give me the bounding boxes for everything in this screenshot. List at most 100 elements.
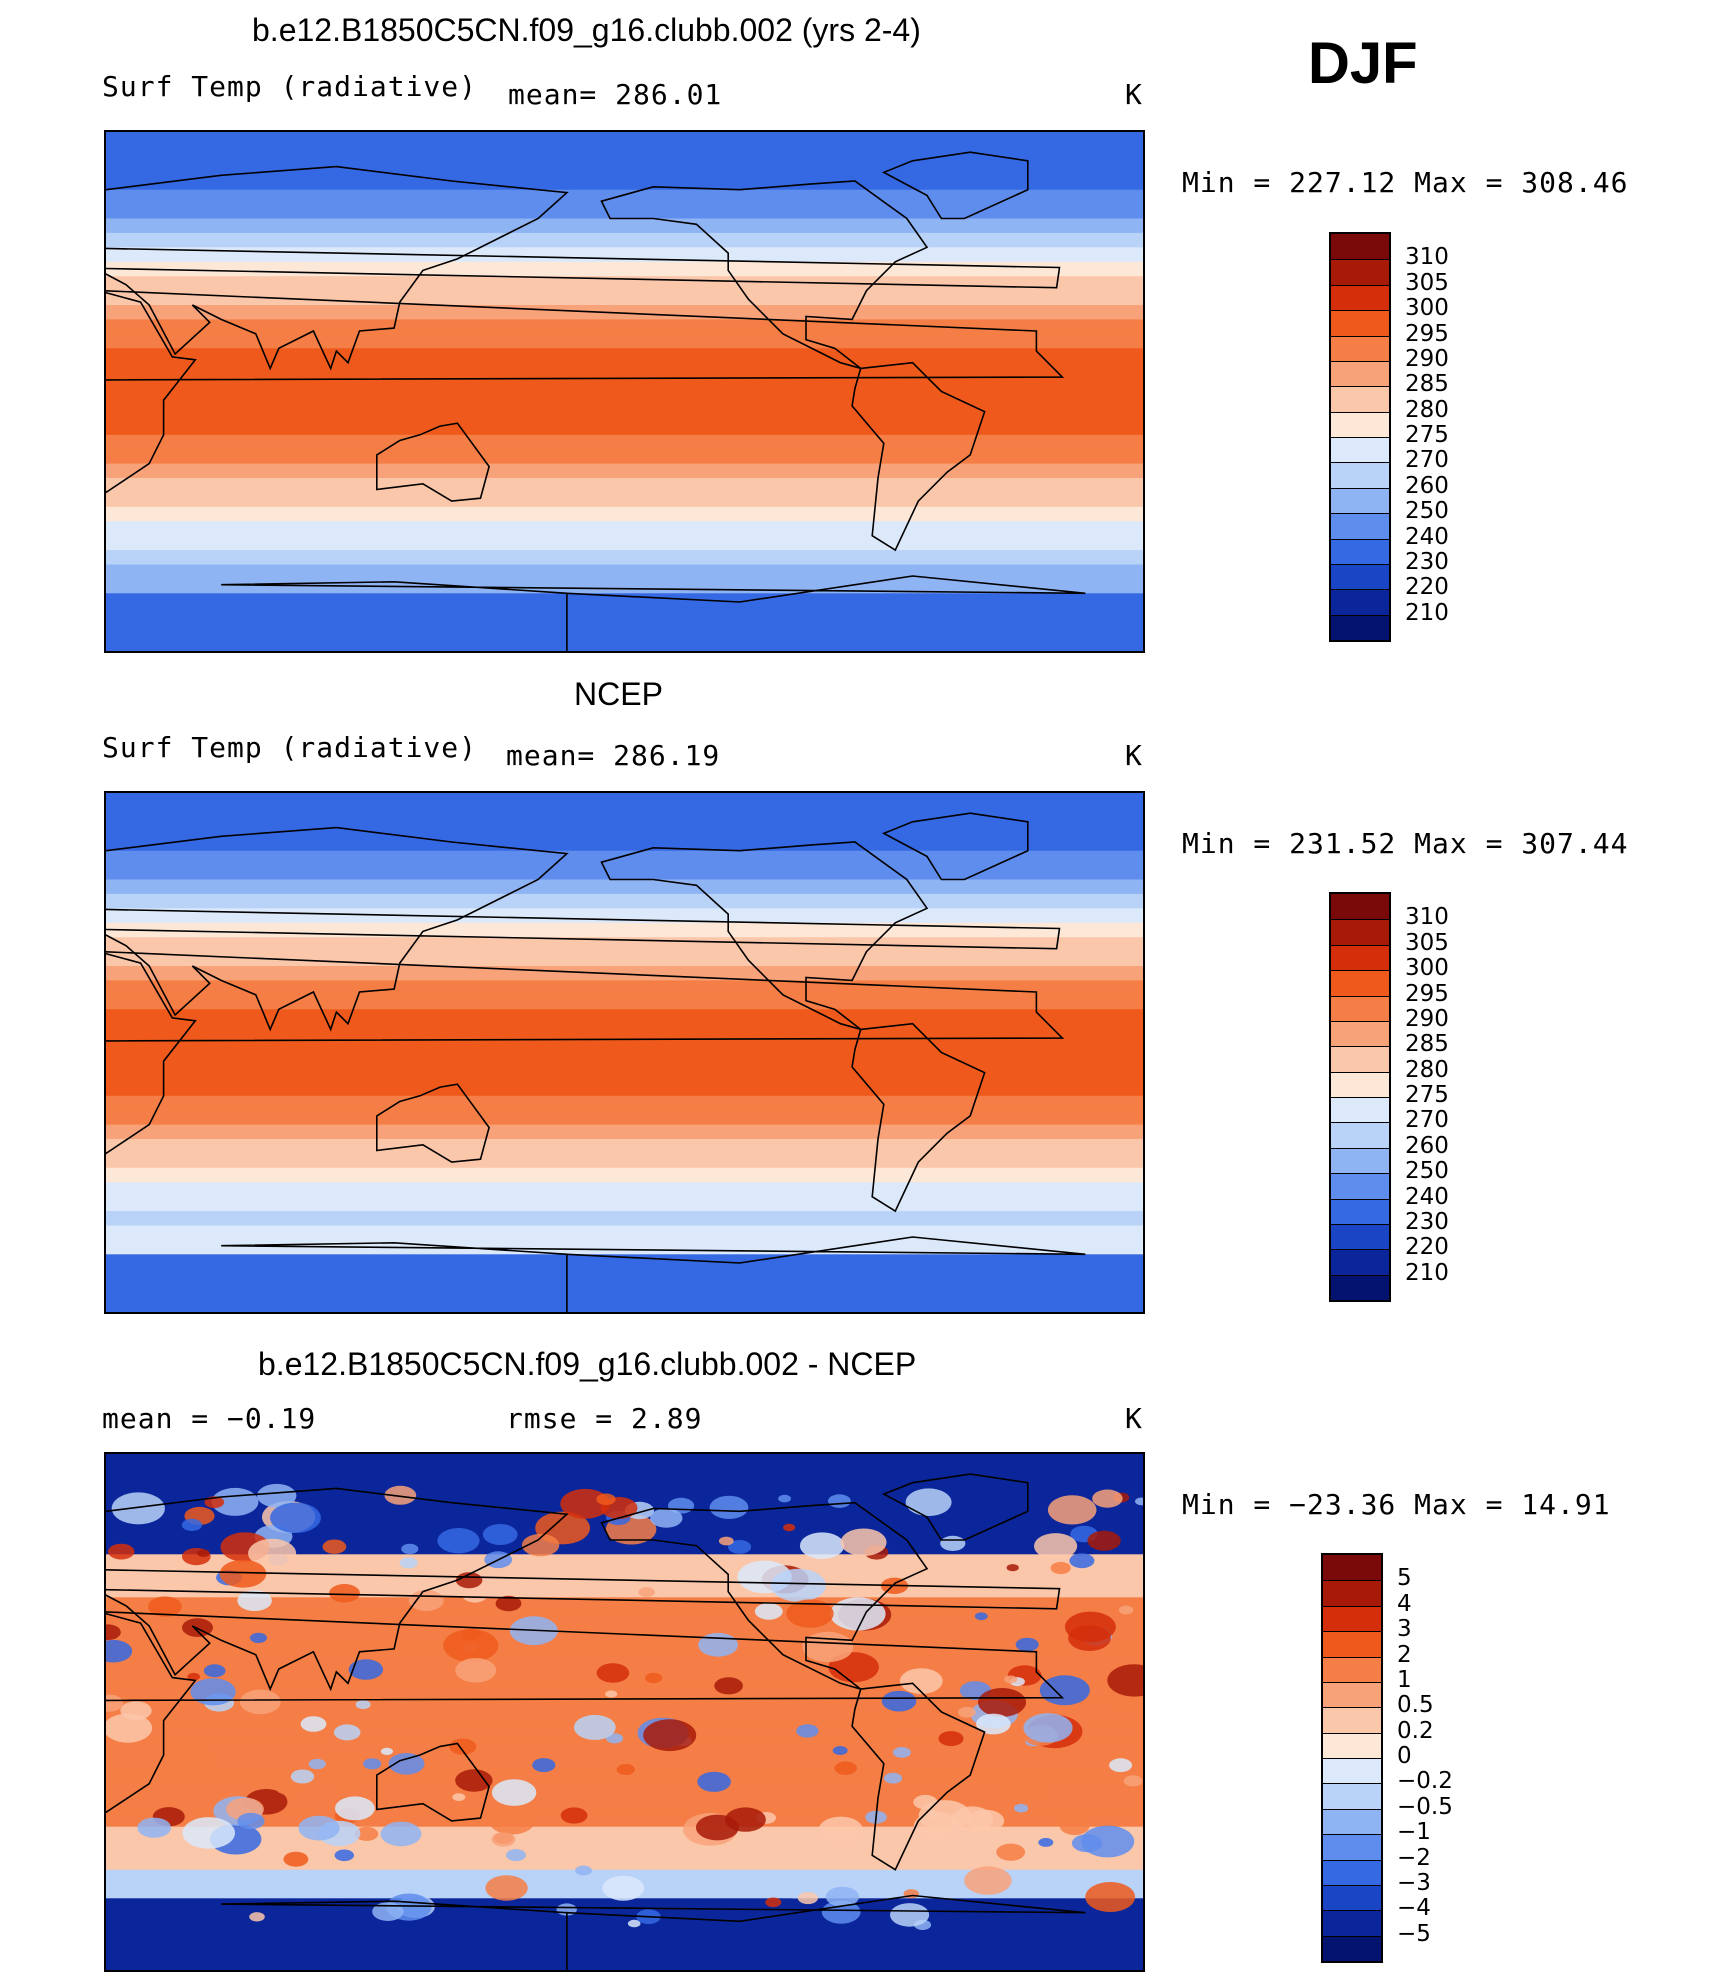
anomaly-patch (181, 1518, 202, 1531)
colorbar-swatch (1331, 411, 1389, 437)
eurasia-coastline (106, 165, 1061, 371)
panel-3-rmse: rmse = 2.89 (506, 1402, 703, 1435)
colorbar-tick-label: −1 (1397, 1819, 1431, 1846)
colorbar-swatch (1331, 335, 1389, 361)
anomaly-patch (521, 1533, 560, 1557)
colorbar-swatch (1331, 614, 1389, 640)
field-band (106, 1225, 1143, 1241)
anomaly-patch (660, 1873, 684, 1887)
field-band (106, 204, 1143, 220)
anomaly-patch (821, 1900, 861, 1924)
anomaly-patch (825, 1886, 860, 1907)
field-band (106, 1095, 1143, 1112)
anomaly-patch (148, 1596, 182, 1617)
anomaly-patch (643, 1719, 697, 1752)
colorbar-swatch (1323, 1834, 1381, 1860)
anomaly-patch (401, 1543, 419, 1555)
anomaly-patch (783, 1523, 796, 1532)
anomaly-patch (488, 1806, 536, 1835)
field-band (106, 1052, 1143, 1068)
colorbar-tick-label: 210 (1405, 599, 1449, 626)
anomaly-patch (978, 1688, 1026, 1717)
coastlines (106, 151, 1086, 651)
field-band (106, 1468, 1143, 1484)
anomaly-patch (575, 1865, 592, 1876)
colorbar-tick-label: 0.2 (1397, 1717, 1434, 1744)
samerica-coastline (851, 1022, 986, 1213)
greenland-coastline (881, 151, 1029, 220)
panel-3-units: K (1125, 1402, 1143, 1435)
field-band (106, 865, 1143, 881)
field-band (106, 535, 1143, 552)
anomaly-patch (290, 1769, 315, 1784)
field-band (106, 478, 1143, 494)
panel-3-mean: mean = −0.19 (102, 1402, 317, 1435)
colorbar-swatch (1323, 1656, 1381, 1682)
colorbar-tick-label: 2 (1397, 1641, 1412, 1668)
anomaly-patch (449, 1738, 477, 1755)
colorbar-tick-label: 240 (1405, 523, 1449, 550)
anomaly-patch (182, 1817, 235, 1849)
anomaly-patch (298, 1815, 340, 1841)
anomaly-patch (363, 1758, 382, 1770)
namerica-coastline (600, 1501, 929, 1690)
field-band (106, 1211, 1143, 1227)
anomaly-patch (106, 1694, 124, 1712)
anomaly-patch (399, 1557, 418, 1569)
colorbar-swatch (1323, 1859, 1381, 1885)
anomaly-patch (884, 1772, 902, 1784)
field-band (106, 362, 1143, 379)
colorbar-tick-label: 230 (1405, 1208, 1449, 1235)
field-band (106, 1283, 1143, 1299)
panel-2-field-label: Surf Temp (radiative) (102, 731, 478, 764)
field-band (106, 189, 1143, 206)
greenland-coastline (881, 1473, 1029, 1541)
colorbar-swatch (1323, 1580, 1381, 1606)
colorbar-swatch (1331, 310, 1389, 336)
colorbar-tick-label: 275 (1405, 422, 1449, 448)
colorbar-tick-label: 0.5 (1397, 1692, 1434, 1719)
colorbar-tick-label: 220 (1405, 1234, 1449, 1261)
samerica-coastline (851, 361, 986, 552)
antarctica-coastline (221, 1894, 1086, 1970)
anomaly-patch (1014, 1803, 1029, 1813)
anomaly-patch (248, 1538, 297, 1568)
field-band (106, 319, 1143, 335)
colorbar-swatch (1331, 284, 1389, 311)
field-band (106, 492, 1143, 508)
field-band (106, 1454, 1143, 1470)
panel-2-title: NCEP (574, 676, 663, 712)
anomaly-patch (237, 1590, 272, 1611)
field-band (106, 994, 1143, 1011)
anomaly-patch (106, 1624, 121, 1640)
anomaly-patch (573, 1714, 616, 1740)
anomaly-patch (388, 1753, 425, 1775)
field-band (106, 922, 1143, 939)
anomaly-patch (187, 1672, 200, 1681)
colorbar-swatch (1331, 563, 1389, 590)
colorbar-tick-label: 280 (1405, 396, 1449, 423)
colorbar-swatch (1331, 1223, 1389, 1250)
anomaly-patch (714, 1677, 743, 1695)
anomaly-patch (796, 1724, 819, 1738)
coastlines (106, 812, 1086, 1312)
anomaly-patch (1068, 1625, 1111, 1651)
anomaly-patch (1092, 1489, 1123, 1508)
panel-1-colorbar (1329, 232, 1391, 642)
colorbar-swatch (1323, 1631, 1381, 1657)
colorbar-swatch (1331, 944, 1389, 971)
anomaly-patch (890, 1903, 930, 1927)
panel-3-colorbar (1321, 1553, 1383, 1963)
anomaly-patch (1006, 1564, 1019, 1572)
anomaly-patch (455, 1769, 493, 1792)
field-band (106, 1912, 1143, 1928)
field-band (106, 521, 1143, 537)
anomaly-patch (1123, 1775, 1143, 1787)
anomaly-patch (270, 1502, 321, 1533)
anomaly-patch (120, 1701, 152, 1721)
colorbar-tick-label: 290 (1405, 345, 1449, 372)
field-band (106, 836, 1143, 852)
colorbar-swatch (1331, 1173, 1389, 1199)
colorbar-swatch (1331, 1071, 1389, 1097)
anomaly-patch (491, 1832, 516, 1847)
